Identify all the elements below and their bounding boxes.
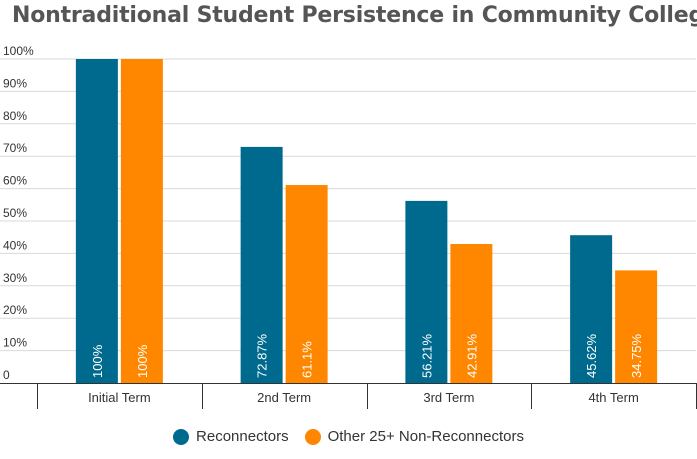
bar (75, 59, 118, 383)
data-label: 42.91% (464, 333, 479, 378)
bar (240, 146, 283, 383)
y-tick-label: 50% (3, 206, 27, 220)
data-label: 45.62% (584, 333, 599, 378)
y-tick-label: 30% (3, 271, 27, 285)
data-label: 61.1% (300, 341, 315, 378)
legend-item-reconnectors[interactable]: Reconnectors (173, 428, 289, 445)
bar-chart: 0 10% 20% 30% 40% 50% 60% 70% 80% 90% 100% Initial … (0, 44, 697, 409)
data-label: 100% (90, 344, 105, 378)
bar (570, 235, 613, 383)
data-label: 34.75% (629, 333, 644, 378)
bar (285, 185, 328, 383)
data-label: 100% (135, 344, 150, 378)
x-tick-label: Initial Term (88, 390, 151, 405)
y-tick-label: 100% (3, 44, 34, 58)
legend-item-non-reconnectors[interactable]: Other 25+ Non-Reconnectors (304, 428, 524, 445)
legend: Reconnectors Other 25+ Non-Reconnectors (0, 428, 697, 445)
y-tick-label: 0 (3, 368, 10, 382)
legend-label-non-reconnectors: Other 25+ Non-Reconnectors (327, 428, 524, 445)
legend-swatch-non-reconnectors (304, 428, 321, 445)
y-tick-label: 60% (3, 174, 27, 188)
y-tick-label: 80% (3, 109, 27, 123)
bar (120, 59, 163, 383)
bar (405, 200, 448, 383)
legend-label-reconnectors: Reconnectors (196, 428, 289, 445)
bar (450, 243, 493, 383)
data-label: 56.21% (419, 333, 434, 378)
x-tick-label: 3rd Term (423, 390, 474, 405)
bar (615, 270, 658, 383)
y-tick-label: 20% (3, 303, 27, 317)
legend-swatch-reconnectors (173, 428, 190, 445)
x-tick-label: 2nd Term (257, 390, 311, 405)
x-tick-label: 4th Term (588, 390, 638, 405)
chart-title: Nontraditional Student Persistence in Co… (12, 3, 697, 28)
y-tick-label: 70% (3, 141, 27, 155)
data-label: 72.87% (255, 333, 270, 378)
y-tick-label: 10% (3, 336, 27, 350)
y-tick-label: 40% (3, 238, 27, 252)
y-tick-label: 90% (3, 76, 27, 90)
